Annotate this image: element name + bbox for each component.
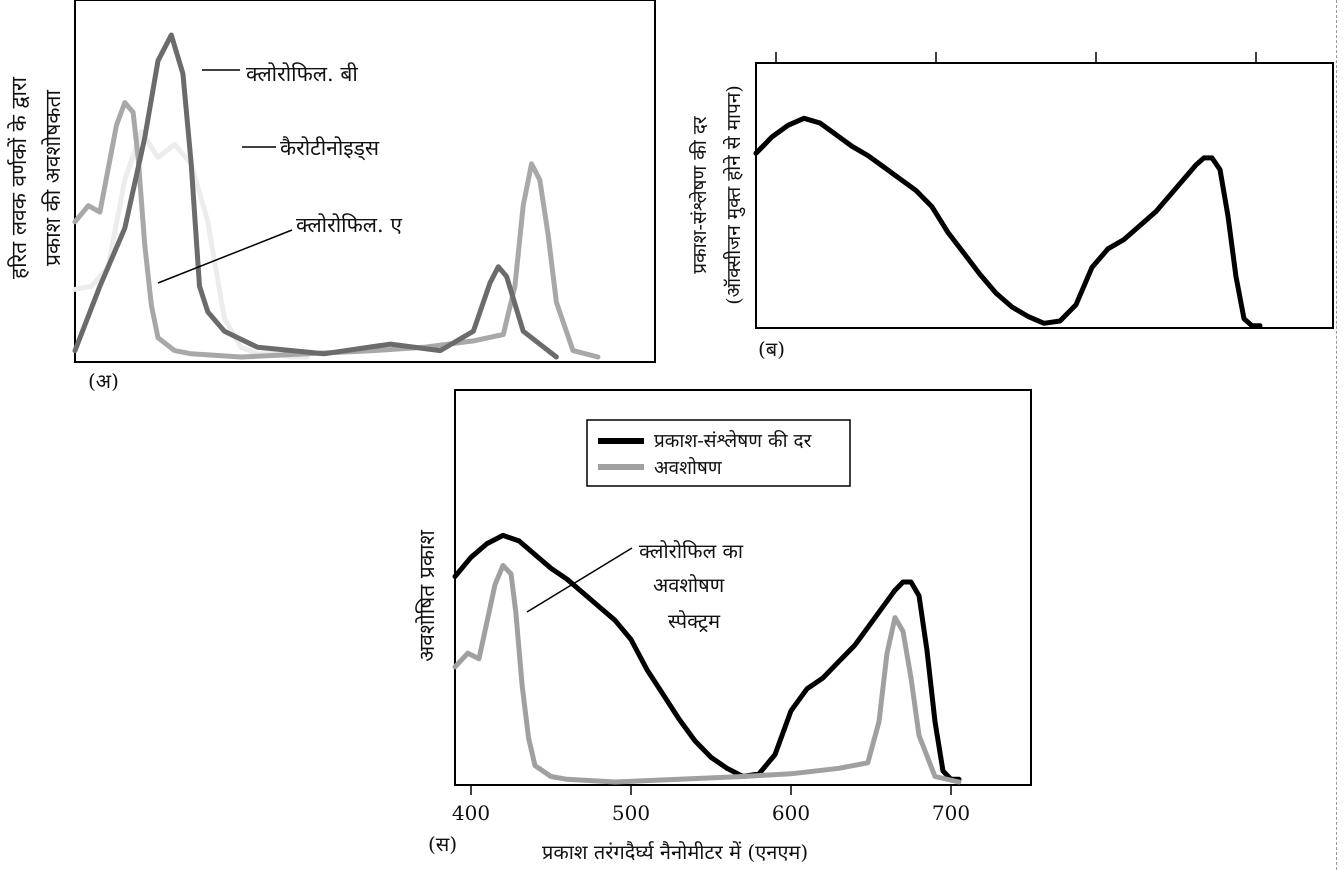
panel-b-ylabel-line-1: प्रकाश-संश्लेषण की दर [688,115,711,274]
panel-a-series-line-1 [72,100,601,360]
panel-a-leader-chlorophyll-a [157,229,293,284]
panel-c-xtick-label-1: 500 [612,801,650,825]
panel-b-frame [755,62,1334,329]
legend-box [586,419,851,487]
panel-a-series-line-0 [72,32,559,360]
panel-a-ylabel-line-2: प्रकाश की अवशोषकता [41,90,65,266]
annotation-line-1: क्लोरोफिल का [639,539,744,563]
legend-label-photosynthesis: प्रकाश-संश्लेषण की दर [654,429,813,452]
annotation-line-3: स्पेक्ट्रम [668,609,721,633]
panel-a-ylabel-line-1: हरित लवक वर्णकों के द्वारा [7,76,31,279]
panel-a-label: (अ) [88,369,119,393]
panel-c-label: (स) [428,832,457,856]
annotation-line-2: अवशोषण [653,573,725,597]
panel-a-frame [74,0,656,363]
panel-a-series-label-chlorophyll-a: क्लोरोफिल. ए [296,213,402,237]
panel-a-series-label-chlorophyll-b: क्लोरोफिल. बी [246,62,358,86]
panel-c-xlabel: प्रकाश तरंगदैर्घ्य नैनोमीटर में (एनएम) [542,840,808,864]
panel-c-frame [454,389,1032,786]
panel-c-series-line-1 [452,563,962,785]
panel-b: प्रकाश-संश्लेषण की दर (ऑक्सीजन मुक्त होन… [688,52,1334,361]
panel-c-xtick-label-0: 400 [452,801,490,825]
annotation-leader [526,547,633,613]
panel-a-series-label-carotenoids: कैरोटीनोइड्स [280,136,380,161]
legend-label-absorption: अवशोषण [654,456,722,479]
panel-c-ylabel: अवशोषित प्रकाश [415,530,439,662]
panel-b-series-line-0 [753,115,1263,329]
panel-c: 400 500 600 700 अवशोषित प्रकाश प्रकाश तरंगद… [415,389,1032,864]
panel-c-xtick-label-3: 700 [932,801,970,825]
panel-b-ylabel-line-2: (ऑक्सीजन मुक्त होने से मापन) [722,85,746,304]
panel-a: हरित लवक वर्णकों के द्वारा प्रकाश की अवश… [7,0,656,393]
panel-c-xtick-label-2: 600 [772,801,810,825]
page-edge-dashed-line [1336,0,1337,870]
panel-b-label: (ब) [758,337,785,361]
